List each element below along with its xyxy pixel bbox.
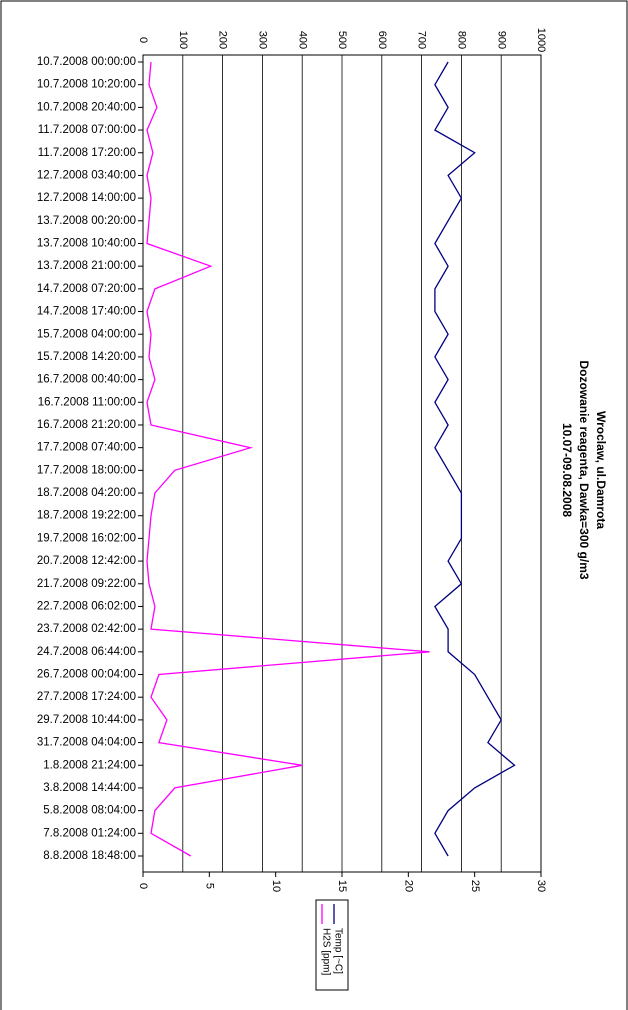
x-tick-label: 12.7.2008 14:00:00 xyxy=(37,192,136,204)
x-tick-label: 22.7.2008 06:02:00 xyxy=(37,600,136,612)
x-tick-label: 20.7.2008 12:42:00 xyxy=(37,555,136,567)
series-line xyxy=(434,61,516,857)
x-tick-label: 14.7.2008 17:40:00 xyxy=(37,306,136,318)
chart-subtitle: 10.07-09.08.2008 xyxy=(560,423,574,517)
legend-label: H2S [ppm] xyxy=(320,928,331,975)
x-tick-label: 15.7.2008 14:20:00 xyxy=(37,351,136,363)
x-tick-label: 3.8.2008 14:44:00 xyxy=(43,782,136,794)
y-tick-label: 600 xyxy=(376,31,388,49)
y2-tick-label: 15 xyxy=(336,880,348,892)
y2-tick-label: 25 xyxy=(469,880,481,892)
x-tick-label: 10.7.2008 00:00:00 xyxy=(37,56,136,68)
series-line xyxy=(146,61,430,857)
x-tick-label: 19.7.2008 16:02:00 xyxy=(37,532,136,544)
x-tick-label: 10.7.2008 10:20:00 xyxy=(37,79,136,91)
y-tick-label: 200 xyxy=(217,31,229,49)
x-tick-label: 7.8.2008 01:24:00 xyxy=(43,827,136,839)
x-tick-label: 23.7.2008 02:42:00 xyxy=(37,623,136,635)
y-tick-label: 900 xyxy=(495,31,507,49)
x-tick-label: 16.7.2008 11:00:00 xyxy=(38,396,136,408)
legend xyxy=(315,899,349,991)
y-tick-label: 1000 xyxy=(535,28,547,52)
y2-tick-label: 10 xyxy=(270,880,282,892)
x-tick-label: 21.7.2008 09:22:00 xyxy=(37,578,136,590)
x-tick-label: 13.7.2008 21:00:00 xyxy=(37,260,136,272)
chart-subtitle: Dozowanie reagenta, Dawka=300 g/m3 xyxy=(577,360,591,579)
x-tick-label: 18.7.2008 04:20:00 xyxy=(37,487,136,499)
y2-tick-label: 20 xyxy=(402,880,414,892)
legend-label: Temp [~C] xyxy=(332,928,343,974)
x-tick-label: 12.7.2008 03:40:00 xyxy=(37,169,136,181)
x-tick-label: 5.8.2008 08:04:00 xyxy=(43,805,136,817)
x-tick-label: 17.7.2008 18:00:00 xyxy=(37,464,136,476)
x-tick-label: 24.7.2008 06:44:00 xyxy=(37,646,136,658)
y2-tick-label: 5 xyxy=(203,883,215,889)
y-tick-label: 400 xyxy=(296,31,308,49)
y2-tick-label: 30 xyxy=(535,880,547,892)
x-tick-label: 17.7.2008 07:40:00 xyxy=(37,442,136,454)
x-tick-label: 15.7.2008 04:00:00 xyxy=(37,328,136,340)
x-tick-label: 27.7.2008 17:24:00 xyxy=(37,691,136,703)
x-tick-label: 16.7.2008 00:40:00 xyxy=(37,374,136,386)
x-tick-label: 26.7.2008 00:04:00 xyxy=(37,669,136,681)
x-tick-label: 31.7.2008 04:04:00 xyxy=(37,737,136,749)
x-tick-label: 1.8.2008 21:24:00 xyxy=(43,759,136,771)
x-tick-label: 8.8.2008 18:48:00 xyxy=(43,850,136,862)
y-tick-label: 800 xyxy=(455,31,467,49)
y-tick-label: 0 xyxy=(137,37,149,43)
x-tick-label: 10.7.2008 20:40:00 xyxy=(37,101,136,113)
x-tick-label: 16.7.2008 21:20:00 xyxy=(37,419,136,431)
x-tick-label: 11.7.2008 07:00:00 xyxy=(38,124,136,136)
y-tick-label: 300 xyxy=(256,31,268,49)
y-tick-label: 500 xyxy=(336,31,348,49)
x-tick-label: 29.7.2008 10:44:00 xyxy=(37,714,136,726)
y2-tick-label: 0 xyxy=(137,883,149,889)
x-tick-label: 14.7.2008 07:20:00 xyxy=(37,283,136,295)
y-tick-label: 700 xyxy=(416,31,428,49)
x-tick-label: 13.7.2008 10:40:00 xyxy=(37,238,136,250)
x-tick-label: 18.7.2008 19:22:00 xyxy=(37,510,136,522)
chart-title: Wroclaw, ul.Damrota xyxy=(594,411,608,529)
y-tick-label: 100 xyxy=(177,31,189,49)
x-tick-label: 13.7.2008 00:20:00 xyxy=(37,215,136,227)
x-tick-label: 11.7.2008 17:20:00 xyxy=(38,147,136,159)
